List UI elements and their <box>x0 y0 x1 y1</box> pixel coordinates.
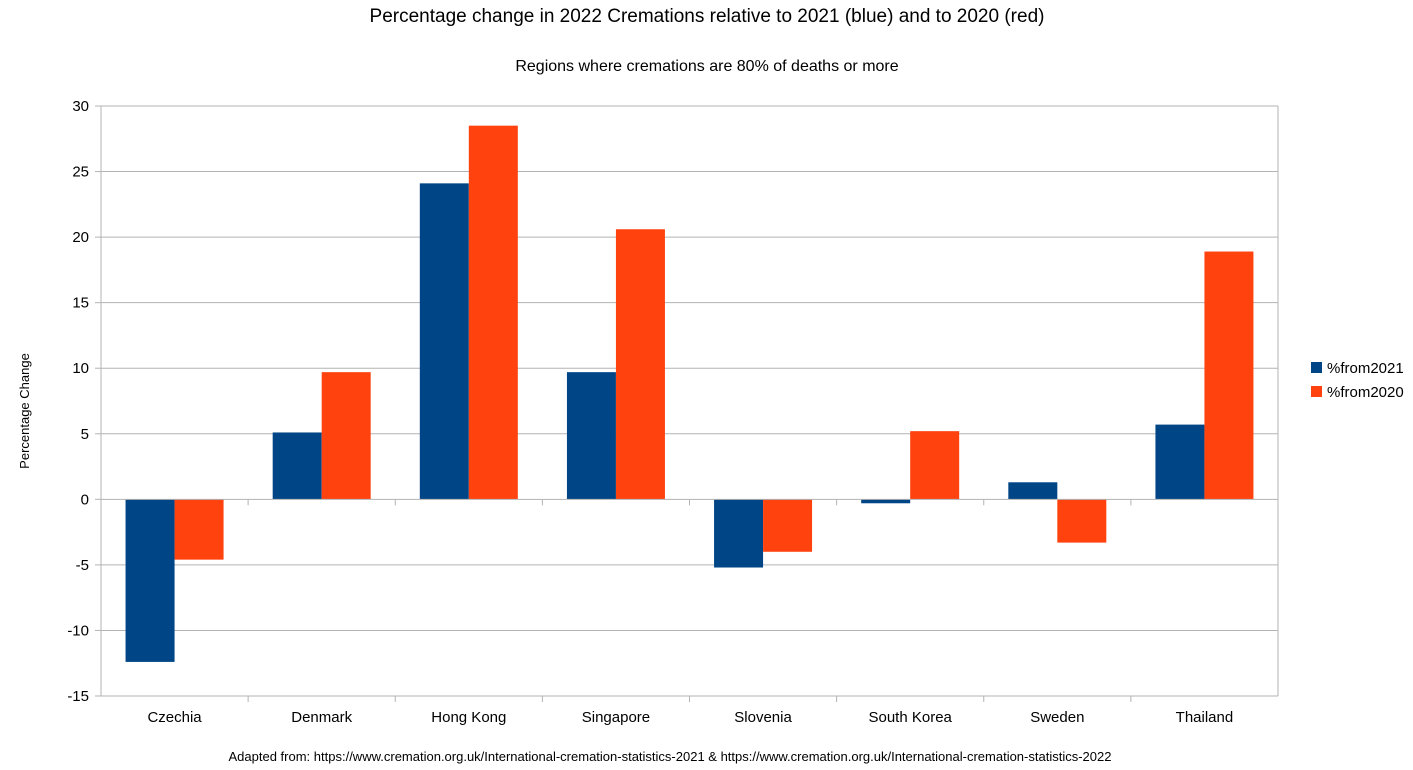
bar-from2021-czechia <box>125 499 175 662</box>
y-tick-label: 0 <box>81 491 89 508</box>
bar-from2021-singapore <box>566 372 616 500</box>
x-tick-label: Singapore <box>582 709 650 726</box>
bar-from2020-hong-kong <box>468 125 518 500</box>
y-tick-label: 30 <box>72 98 89 115</box>
y-tick-label: 10 <box>72 360 89 377</box>
source-note: Adapted from: https://www.cremation.org.… <box>229 749 1112 764</box>
bar-from2021-slovenia <box>714 499 764 568</box>
y-tick-label: -15 <box>67 688 89 705</box>
bar-from2020-sweden <box>1057 499 1107 543</box>
bar-from2021-denmark <box>272 432 322 500</box>
y-tick-label: 25 <box>72 164 89 181</box>
x-tick-label: Czechia <box>147 709 202 726</box>
x-tick-label: Thailand <box>1176 709 1234 726</box>
y-tick-label: 5 <box>81 426 89 443</box>
legend: %from2021 %from2020 <box>1311 360 1404 401</box>
bar-from2020-czechia <box>174 499 224 560</box>
bar-from2020-thailand <box>1204 251 1254 500</box>
bar-from2021-south-korea <box>861 499 911 504</box>
legend-label: %from2021 <box>1327 360 1404 377</box>
bar-from2021-hong-kong <box>419 183 469 500</box>
legend-swatch <box>1311 386 1322 397</box>
gridlines <box>101 105 1278 697</box>
x-tick-label: Slovenia <box>734 709 792 726</box>
chart-subtitle: Regions where cremations are 80% of deat… <box>515 58 898 75</box>
bar-from2020-south-korea <box>910 431 960 500</box>
axes: -15 -10 -5 0 5 10 15 20 25 30 Czechia Denmark Hong K… <box>67 98 1279 726</box>
chart-title: Percentage change in 2022 Cremations rel… <box>370 6 1045 27</box>
bar-from2020-slovenia <box>763 499 813 552</box>
y-tick-label: -5 <box>76 557 89 574</box>
x-tick-label: Denmark <box>291 709 352 726</box>
x-tick-label: Sweden <box>1030 709 1084 726</box>
x-tick-label: Hong Kong <box>431 709 506 726</box>
bar-from2021-thailand <box>1155 424 1205 500</box>
bar-from2021-sweden <box>1008 482 1058 500</box>
y-tick-label: 15 <box>72 295 89 312</box>
x-tick-label: South Korea <box>868 709 952 726</box>
legend-swatch <box>1311 362 1322 373</box>
bar-from2020-denmark <box>321 372 371 500</box>
legend-label: %from2020 <box>1327 384 1404 401</box>
y-axis-label: Percentage Change <box>17 353 32 469</box>
bars <box>125 125 1254 662</box>
y-tick-label: -10 <box>67 622 89 639</box>
y-tick-label: 20 <box>72 229 89 246</box>
bar-from2020-singapore <box>615 229 665 500</box>
